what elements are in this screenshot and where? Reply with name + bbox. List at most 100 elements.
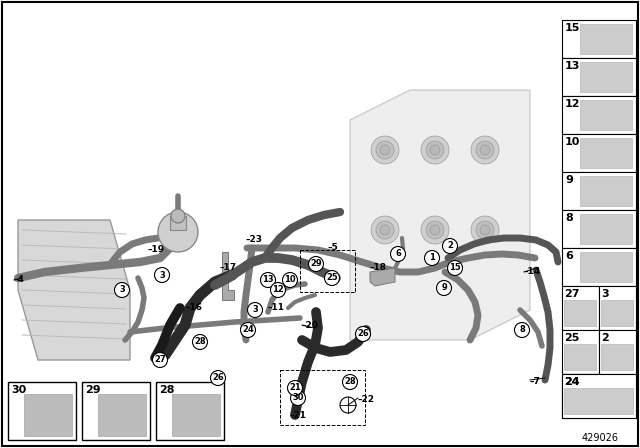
Bar xyxy=(156,382,224,440)
Bar xyxy=(98,394,146,436)
Bar xyxy=(562,210,636,248)
Text: 10: 10 xyxy=(284,276,296,284)
Circle shape xyxy=(426,141,444,159)
Text: 3: 3 xyxy=(252,306,258,314)
Circle shape xyxy=(241,323,255,337)
Circle shape xyxy=(380,145,390,155)
Text: 21: 21 xyxy=(289,383,301,392)
Bar xyxy=(580,214,632,244)
Text: 29: 29 xyxy=(85,385,100,395)
Text: 15: 15 xyxy=(565,23,580,33)
Circle shape xyxy=(442,238,458,254)
Text: 15: 15 xyxy=(449,263,461,272)
Circle shape xyxy=(371,136,399,164)
Polygon shape xyxy=(222,252,234,300)
Circle shape xyxy=(248,302,262,318)
Bar xyxy=(580,138,632,168)
Text: 25: 25 xyxy=(326,273,338,283)
Circle shape xyxy=(291,391,305,405)
Text: –23: –23 xyxy=(246,236,263,245)
Text: 10: 10 xyxy=(565,137,580,147)
Circle shape xyxy=(282,272,298,288)
Circle shape xyxy=(480,145,490,155)
Circle shape xyxy=(376,141,394,159)
Text: 24: 24 xyxy=(564,377,580,387)
Circle shape xyxy=(260,272,275,288)
Bar xyxy=(562,374,636,418)
Circle shape xyxy=(342,375,358,389)
Bar xyxy=(601,344,633,370)
Bar xyxy=(564,388,633,414)
Text: 13: 13 xyxy=(565,61,580,71)
Circle shape xyxy=(308,257,323,271)
Bar xyxy=(562,330,599,374)
Text: –4: –4 xyxy=(14,276,25,284)
Bar xyxy=(580,24,632,54)
Circle shape xyxy=(436,280,451,296)
Text: 2: 2 xyxy=(601,333,609,343)
Text: 9: 9 xyxy=(441,284,447,293)
Circle shape xyxy=(515,323,529,337)
Circle shape xyxy=(340,397,356,413)
Text: 30: 30 xyxy=(11,385,26,395)
Circle shape xyxy=(271,283,285,297)
Text: 26: 26 xyxy=(357,329,369,339)
Circle shape xyxy=(447,260,463,276)
Text: –17: –17 xyxy=(220,263,237,272)
Bar xyxy=(170,216,186,230)
Text: 6: 6 xyxy=(565,251,573,261)
Circle shape xyxy=(371,216,399,244)
Bar xyxy=(564,344,596,370)
Bar xyxy=(580,176,632,206)
Text: 26: 26 xyxy=(212,374,224,383)
Circle shape xyxy=(115,283,129,297)
Text: –22: –22 xyxy=(358,396,375,405)
Text: 24: 24 xyxy=(564,377,580,387)
Bar xyxy=(24,394,72,436)
Bar xyxy=(82,382,150,440)
Text: –20: –20 xyxy=(302,320,319,329)
Circle shape xyxy=(390,246,406,262)
Text: 12: 12 xyxy=(272,285,284,294)
Text: –18: –18 xyxy=(370,263,387,272)
Bar xyxy=(564,300,596,326)
Text: 27: 27 xyxy=(564,289,579,299)
Bar xyxy=(599,330,636,374)
Text: –5: –5 xyxy=(328,244,339,253)
Bar xyxy=(300,250,355,292)
Bar xyxy=(599,286,636,330)
Bar xyxy=(172,394,220,436)
Circle shape xyxy=(471,216,499,244)
Text: 8: 8 xyxy=(519,326,525,335)
Circle shape xyxy=(480,225,490,235)
Circle shape xyxy=(287,380,303,396)
Text: 9: 9 xyxy=(565,175,573,185)
Text: 3: 3 xyxy=(159,271,165,280)
Text: 3: 3 xyxy=(119,285,125,294)
Bar xyxy=(601,300,633,326)
Circle shape xyxy=(421,136,449,164)
Text: 3: 3 xyxy=(601,289,609,299)
Circle shape xyxy=(426,221,444,239)
Circle shape xyxy=(152,353,168,367)
Circle shape xyxy=(324,271,339,285)
Text: –19: –19 xyxy=(148,246,165,254)
Text: 29: 29 xyxy=(310,259,322,268)
Circle shape xyxy=(380,225,390,235)
Text: 25: 25 xyxy=(564,333,579,343)
Text: –21: –21 xyxy=(290,412,307,421)
Bar xyxy=(564,388,596,414)
Bar xyxy=(580,252,632,282)
Text: 30: 30 xyxy=(292,393,304,402)
Bar xyxy=(8,382,76,440)
Circle shape xyxy=(171,209,185,223)
Bar xyxy=(562,134,636,172)
Circle shape xyxy=(211,370,225,385)
Text: –11: –11 xyxy=(268,302,285,311)
Text: –14: –14 xyxy=(524,267,541,276)
Bar xyxy=(562,96,636,134)
Text: 429026: 429026 xyxy=(582,433,618,443)
Circle shape xyxy=(376,221,394,239)
Circle shape xyxy=(430,145,440,155)
Text: –7: –7 xyxy=(530,378,541,387)
